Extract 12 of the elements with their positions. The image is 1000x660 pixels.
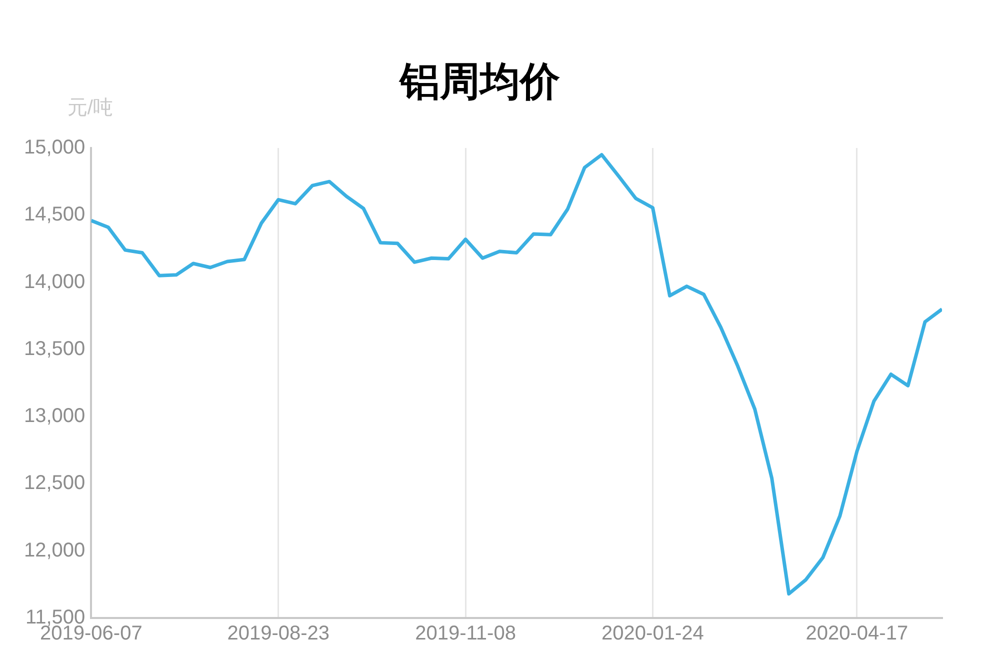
y-tick-label: 12,000 <box>24 539 86 562</box>
chart-title: 铝周均价 <box>398 60 561 104</box>
x-tick-label: 2019-08-23 <box>227 622 330 645</box>
y-tick-label: 14,500 <box>24 204 86 226</box>
y-tick-label: 13,000 <box>24 405 86 428</box>
y-tick-label: 12,500 <box>24 472 86 494</box>
y-tick-label: 14,000 <box>24 270 86 293</box>
y-tick-label: 15,000 <box>24 136 86 159</box>
x-tick-label: 2019-11-08 <box>415 622 516 645</box>
y-tick-label: 13,500 <box>24 338 86 360</box>
x-tick-label: 2020-01-24 <box>602 622 704 645</box>
x-tick-label: 2020-04-17 <box>806 622 908 645</box>
